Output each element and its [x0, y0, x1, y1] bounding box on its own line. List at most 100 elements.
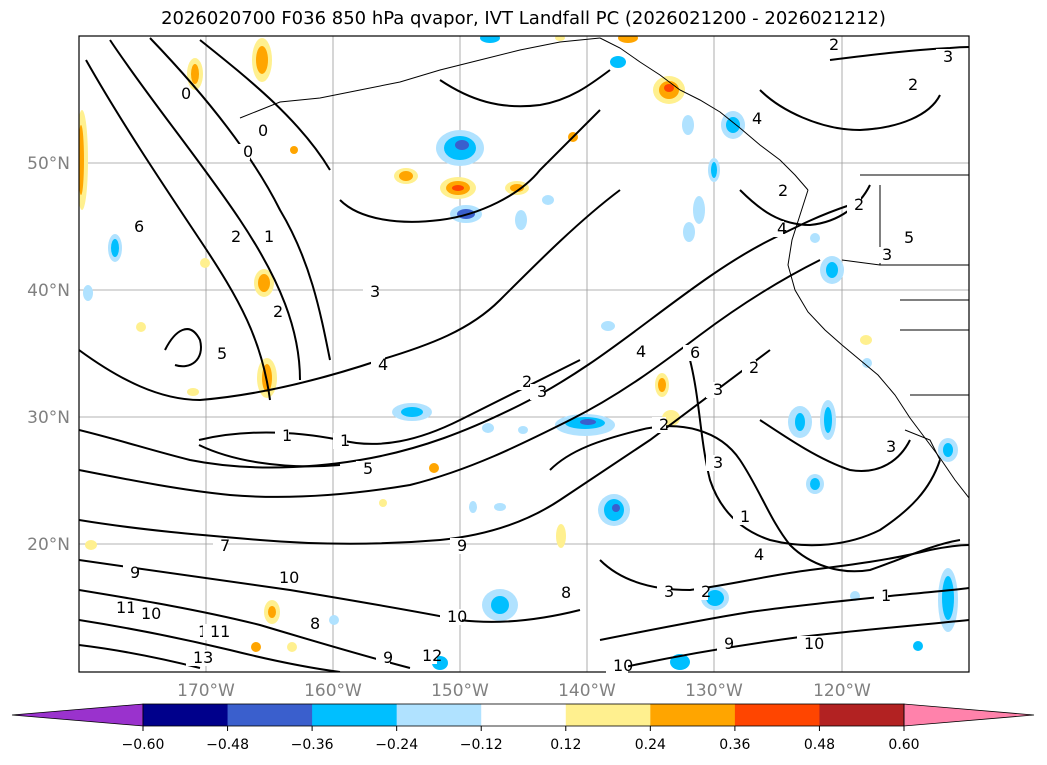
colorbar-tick-label: 0.60	[888, 737, 919, 753]
colorbar-tick-label: −0.12	[460, 737, 503, 753]
contour-label: 2	[701, 582, 711, 601]
colorbar-tick-label: 0.48	[804, 737, 835, 753]
contour-label-bg	[371, 357, 385, 373]
contour-label-bg	[770, 221, 784, 237]
contour-label: 3	[882, 245, 892, 264]
contour-label-bg	[257, 229, 271, 245]
colorbar-tick-label: 0.12	[550, 737, 581, 753]
contour-label-bg	[797, 636, 819, 652]
contour-labels: 2300062152342311564233243142379101110101…	[109, 35, 953, 675]
lon-label: 150°W	[431, 681, 489, 701]
contour-label: 3	[664, 582, 674, 601]
lat-label: 50°N	[27, 154, 70, 174]
contour-label: 6	[690, 343, 700, 362]
colorbar-segment	[396, 704, 482, 726]
colorbar-segment	[227, 704, 313, 726]
contour-label: 8	[561, 583, 571, 602]
colorbar-segment	[819, 704, 905, 726]
contour-label-bg	[203, 624, 225, 640]
contour-label-bg	[606, 658, 628, 674]
colorbar-tick-label: 0.24	[635, 737, 666, 753]
contour-label: 13	[193, 648, 213, 667]
contour-label-bg	[134, 606, 156, 622]
contour-label-bg	[745, 111, 759, 127]
contour-label-bg	[554, 585, 568, 601]
contour-label-bg	[706, 382, 720, 398]
contour-label-bg	[363, 284, 377, 300]
contour-label: 4	[378, 355, 388, 374]
contour-label-bg	[747, 547, 761, 563]
contour-label: 4	[752, 109, 762, 128]
contour-label: 0	[258, 121, 268, 140]
contour-label-bg	[652, 417, 666, 433]
map-area	[79, 36, 969, 672]
contour-label-bg	[376, 650, 390, 666]
colorbar-tick-label: −0.48	[206, 737, 249, 753]
qvapor-shading	[79, 36, 958, 670]
contour-label: 10	[804, 634, 824, 653]
contour-label: 2	[522, 372, 532, 391]
contour-label: 1	[740, 507, 750, 526]
contour-label: 2	[231, 227, 241, 246]
contour-label: 2	[829, 35, 839, 54]
contour-label: 2	[659, 415, 669, 434]
contour-label: 2	[778, 181, 788, 200]
contour-label: 1	[881, 586, 891, 605]
contour-label-bg	[186, 650, 208, 666]
contour-label-bg	[356, 461, 370, 477]
contour-label: 2	[908, 75, 918, 94]
contour-label: 1	[264, 227, 274, 246]
contour-label-bg	[127, 219, 141, 235]
contour-label-bg	[251, 123, 265, 139]
lat-label: 20°N	[27, 535, 70, 555]
contour-label-bg	[694, 584, 708, 600]
contour-label: 3	[943, 47, 953, 66]
colorbar-ticks: −0.60 −0.48 −0.36 −0.24 −0.12 0.12 0.24 0.36 0.4…	[122, 726, 920, 753]
coastlines	[239, 37, 969, 499]
contour-label-bg	[771, 183, 785, 199]
contour-label: 10	[141, 604, 161, 623]
contour-label-bg	[123, 565, 137, 581]
contour-label-bg	[717, 636, 731, 652]
contour-label-bg	[874, 588, 888, 604]
contour-label-bg	[657, 584, 671, 600]
contour-label-bg	[706, 455, 720, 471]
lon-label: 120°W	[813, 681, 871, 701]
colorbar-segment	[565, 704, 651, 726]
contour-label-bg	[936, 49, 950, 65]
contour-label: 10	[613, 656, 633, 675]
colorbar-tick-label: −0.60	[122, 737, 165, 753]
contour-label-bg	[210, 346, 224, 362]
contour-label-bg	[847, 197, 861, 213]
colorbar-tick-label: 0.36	[719, 737, 750, 753]
colorbar-tick-label: −0.24	[375, 737, 418, 753]
colorbar-segment	[481, 704, 567, 726]
colorbar-tick-label: −0.36	[291, 737, 334, 753]
map-border	[78, 35, 970, 673]
contour-label-bg	[822, 37, 836, 53]
contour-label-bg	[901, 77, 915, 93]
colorbar-extend-low	[11, 703, 144, 727]
contour-label: 5	[904, 228, 914, 247]
lon-label: 170°W	[177, 681, 235, 701]
contour-label: 0	[181, 84, 191, 103]
contour-label: 11	[210, 622, 230, 641]
contour-label-bg	[879, 439, 893, 455]
contour-label: 10	[279, 568, 299, 587]
colorbar-segment	[143, 704, 229, 726]
contour-label-bg	[415, 648, 437, 664]
contour-label-bg	[333, 433, 347, 449]
contour-label-bg	[236, 144, 250, 160]
contour-label: 12	[422, 646, 442, 665]
colorbar-extend-high	[903, 703, 1035, 727]
chart-title: 2026020700 F036 850 hPa qvapor, IVT Land…	[161, 8, 886, 29]
contour-label: 9	[383, 648, 393, 667]
contour-label-bg	[266, 304, 280, 320]
contour-label: 3	[370, 282, 380, 301]
contour-label: 4	[777, 219, 787, 238]
contour-label: 11	[116, 598, 136, 617]
colorbar-outline	[142, 703, 905, 727]
contour-label: 10	[447, 607, 467, 626]
colorbar-segment	[312, 704, 398, 726]
